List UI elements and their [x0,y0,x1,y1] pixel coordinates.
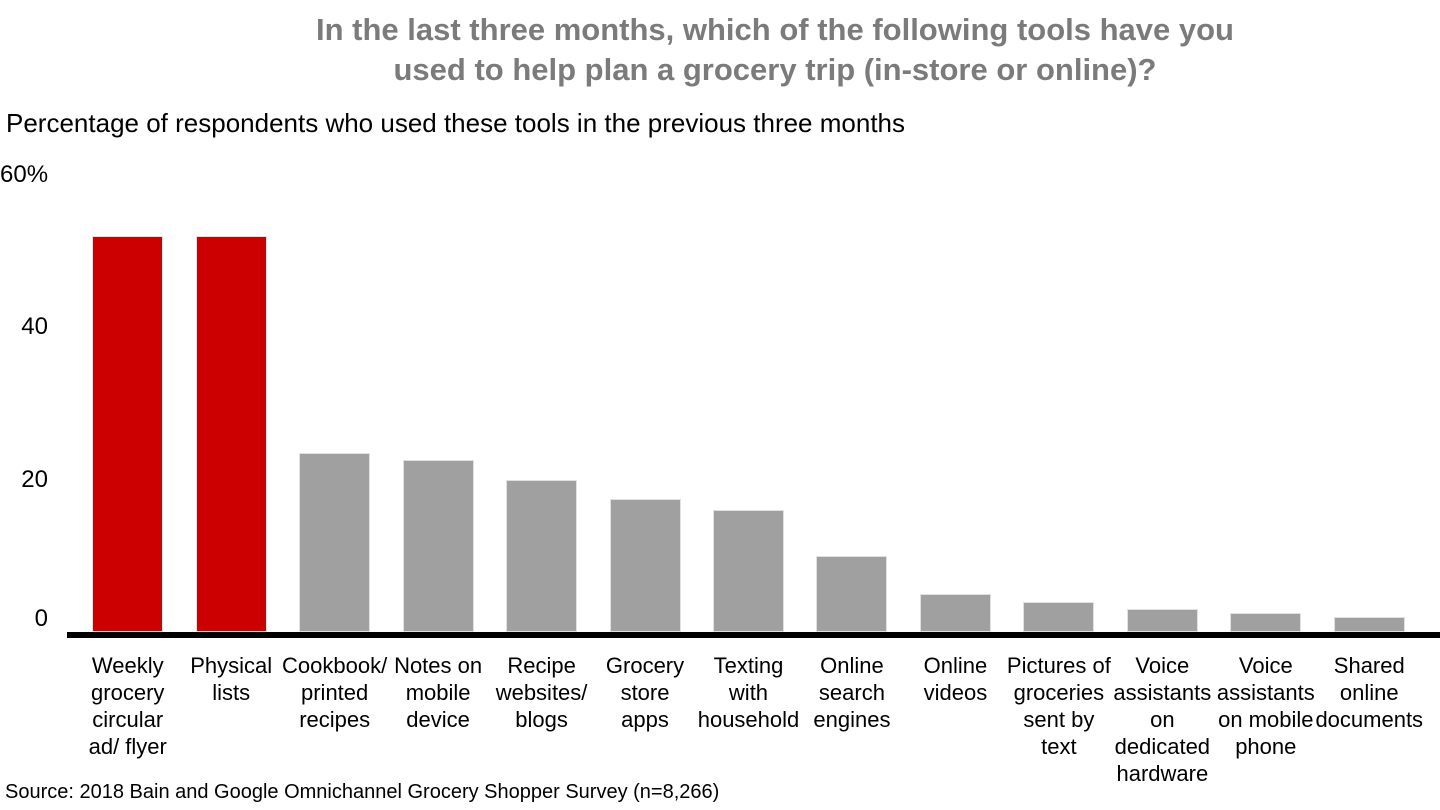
x-axis-label: Voice assistants on dedicated hardware [1097,652,1228,787]
x-axis-label: Cookbook/printed recipes [269,652,400,733]
x-axis-label: Grocery store apps [579,652,710,733]
bar-4 [402,460,474,632]
x-axis-label: Voice assistants on mobile phone [1200,652,1331,760]
bar-1 [92,235,164,632]
bar-6 [609,498,681,632]
x-axis-label: Pictures of groceries sent by text [993,652,1124,760]
x-axis-label-line: assistants [1216,680,1315,705]
x-axis-label: Physical lists [165,652,296,706]
x-axis-label: Recipe websites/blogs [476,652,607,733]
x-axis-label-line: Pictures of [1006,653,1111,678]
x-axis-label-line: on [1150,707,1175,732]
source-note: Source: 2018 Bain and Google Omnichannel… [5,781,720,803]
x-axis-label-line: store [620,680,670,705]
y-tick-label: 20 [21,465,48,493]
x-axis-label-line: Physical [190,653,273,678]
bar-3 [299,452,371,632]
x-axis-label-line: Online [923,653,988,678]
x-axis-label-line: Voice [1238,653,1293,678]
x-axis-label: Notes on mobile device [372,652,503,733]
x-axis-label-line: groceries [1013,680,1105,705]
x-axis-label-line: with [728,680,769,705]
x-axis-label-line: lists [212,680,251,705]
x-axis-label-line: blogs [515,707,568,732]
x-axis-label-line: text [1041,734,1077,759]
x-axis-label-line: dedicated [1114,734,1211,759]
chart-title-line-1: In the last three months, which of the f… [316,12,1234,47]
x-axis-label-line: Online [820,653,884,678]
x-axis-label-line: printed [301,680,369,705]
bar-9 [919,593,991,632]
chart-title-line-2: used to help plan a grocery trip (in-sto… [393,52,1157,87]
bar-2 [195,235,267,632]
x-axis-label-line: documents [1315,707,1424,732]
chart-subtitle: Percentage of respondents who used these… [6,108,906,138]
x-axis-label-line: Voice [1135,653,1190,678]
x-axis-label-line: phone [1235,734,1297,759]
x-axis-label-line: videos [923,680,988,705]
bar-12 [1230,612,1302,632]
y-tick-label: 0 [34,605,48,632]
x-axis-label-line: device [406,707,470,732]
x-axis-label-line: ad/ flyer [88,734,167,759]
x-axis-label: Shared online documents [1304,652,1435,733]
chart-title: In the last three months, which of the f… [110,10,1440,90]
bar-8 [816,555,888,632]
bar-10 [1023,601,1095,632]
x-axis-label-line: apps [621,707,669,732]
x-axis-label-line: mobile [405,680,471,705]
x-axis-label-line: Cookbook/ [282,653,388,678]
x-axis-label-line: recipes [299,707,371,732]
x-axis-label-line: grocery [91,680,165,705]
x-axis-label: Online videos [890,652,1021,706]
x-axis-label-line: Shared [1333,653,1405,678]
bar-5 [506,479,578,632]
x-axis-label-line: search [818,680,885,705]
x-axis-label-line: engines [813,707,891,732]
x-axis-label-line: hardware [1116,761,1209,786]
x-axis-label-line: circular [92,707,164,732]
x-axis-label: Texting with household [683,652,814,733]
x-axis-label-line: household [697,707,800,732]
bar-13 [1333,616,1405,632]
x-axis-label-line: Notes on [394,653,483,678]
x-axis-label-line: Grocery [605,653,685,678]
x-axis-line [67,632,1440,638]
x-axis-label-line: assistants [1113,680,1212,705]
x-axis-label-line: websites/ [495,680,588,705]
x-axis-label-line: on mobile [1218,707,1314,732]
x-axis-label-line: Weekly [91,653,164,678]
bar-11 [1126,609,1198,632]
x-axis-label-line: Texting [713,653,784,678]
x-axis-label-line: sent by [1023,707,1095,732]
y-tick-label: 60% [0,160,49,188]
x-axis-label-line: online [1339,680,1399,705]
y-tick-label: 40 [21,313,48,340]
x-axis-label-line: Recipe [507,653,576,678]
bar-7 [713,510,784,632]
x-axis-label: Weekly grocery circular ad/ flyer [62,652,193,760]
x-axis-label: Online search engines [786,652,917,733]
